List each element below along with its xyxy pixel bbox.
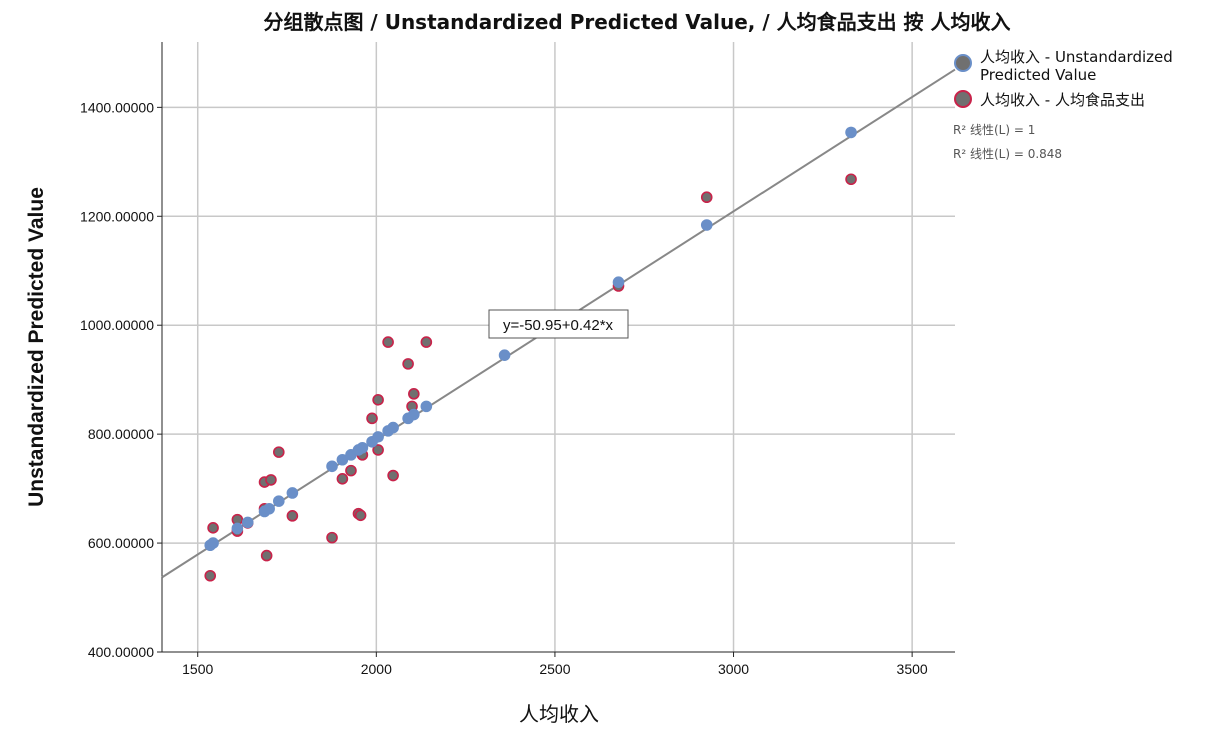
x-axis-label: 人均收入 — [519, 702, 599, 726]
food-expenditure-point — [265, 474, 277, 486]
food-expenditure-point — [372, 444, 384, 456]
predicted-value-point — [207, 537, 219, 549]
predicted-value-point — [356, 441, 369, 454]
x-tick-label: 3000 — [718, 661, 749, 677]
x-tick-label: 2000 — [361, 661, 392, 677]
legend-marker-food — [954, 90, 972, 108]
predicted-value-point — [372, 431, 384, 443]
food-expenditure-point — [408, 388, 420, 400]
food-expenditure-point — [420, 336, 433, 348]
predicted-value-point — [700, 219, 713, 231]
gridlines — [162, 42, 955, 652]
y-tick-label: 1200.00000 — [80, 208, 154, 224]
chart-title: 分组散点图 / Unstandardized Predicted Value, … — [263, 10, 1010, 34]
food-expenditure-point — [286, 510, 299, 522]
predicted-value-point — [408, 408, 420, 421]
predicted-value-point — [336, 453, 349, 466]
predicted-value-point — [231, 522, 244, 535]
predicted-value-point — [241, 516, 254, 529]
y-tick-label: 400.00000 — [88, 644, 154, 660]
predicted-value-point — [326, 460, 338, 473]
x-tick-label: 3500 — [897, 661, 928, 677]
food-expenditure-point — [382, 336, 394, 348]
predicted-value-point — [845, 126, 857, 139]
food-expenditure-point — [336, 473, 349, 485]
food-expenditure-point — [366, 412, 378, 425]
predicted-value-point — [286, 487, 299, 499]
predicted-value-point — [420, 400, 433, 413]
x-tick-label: 1500 — [182, 661, 213, 677]
fit-equation-label: y=-50.95+0.42*x — [503, 317, 614, 334]
food-expenditure-point — [700, 191, 713, 204]
legend-label-food: 人均收入 - 人均食品支出 — [980, 91, 1145, 109]
predicted-value-point — [263, 502, 275, 515]
food-expenditure-point — [207, 522, 219, 534]
predicted-value-point — [498, 349, 511, 361]
legend-label-predicted: 人均收入 - Unstandardized — [980, 48, 1173, 66]
food-expenditure-point — [345, 464, 357, 477]
food-expenditure-point — [204, 569, 217, 582]
legend-marker-predicted — [954, 54, 972, 72]
r2-label-predicted: R² 线性(L) = 1 — [953, 123, 1035, 137]
food-expenditure-point — [387, 469, 399, 482]
food-expenditure-point — [260, 549, 273, 562]
y-tick-label: 1400.00000 — [80, 99, 154, 115]
y-axis-label: Unstandardized Predicted Value — [25, 187, 48, 507]
plot-area — [161, 68, 956, 582]
predicted-value-point — [273, 495, 285, 507]
y-tick-label: 800.00000 — [88, 426, 154, 442]
fit-equation-box: y=-50.95+0.42*x — [488, 309, 629, 339]
tick-labels: 1500 2000 2500 3000 3500 400.00000 600.00000 80… — [80, 99, 928, 677]
legend: 人均收入 - Unstandardized Predicted Value 人均… — [953, 48, 1173, 161]
predicted-value-point — [612, 276, 625, 288]
y-tick-label: 600.00000 — [88, 535, 154, 551]
food-expenditure-point — [326, 531, 338, 544]
legend-label-predicted-cont: Predicted Value — [980, 66, 1096, 84]
y-tick-label: 1000.00000 — [80, 317, 154, 333]
food-expenditure-point — [402, 358, 414, 370]
food-expenditure-point — [273, 446, 285, 458]
food-expenditure-point — [845, 173, 857, 186]
food-expenditure-point — [372, 394, 384, 406]
x-tick-label: 2500 — [539, 661, 570, 677]
food-expenditure-point — [354, 509, 367, 522]
r2-label-food: R² 线性(L) = 0.848 — [953, 147, 1062, 161]
predicted-value-point — [387, 421, 399, 434]
